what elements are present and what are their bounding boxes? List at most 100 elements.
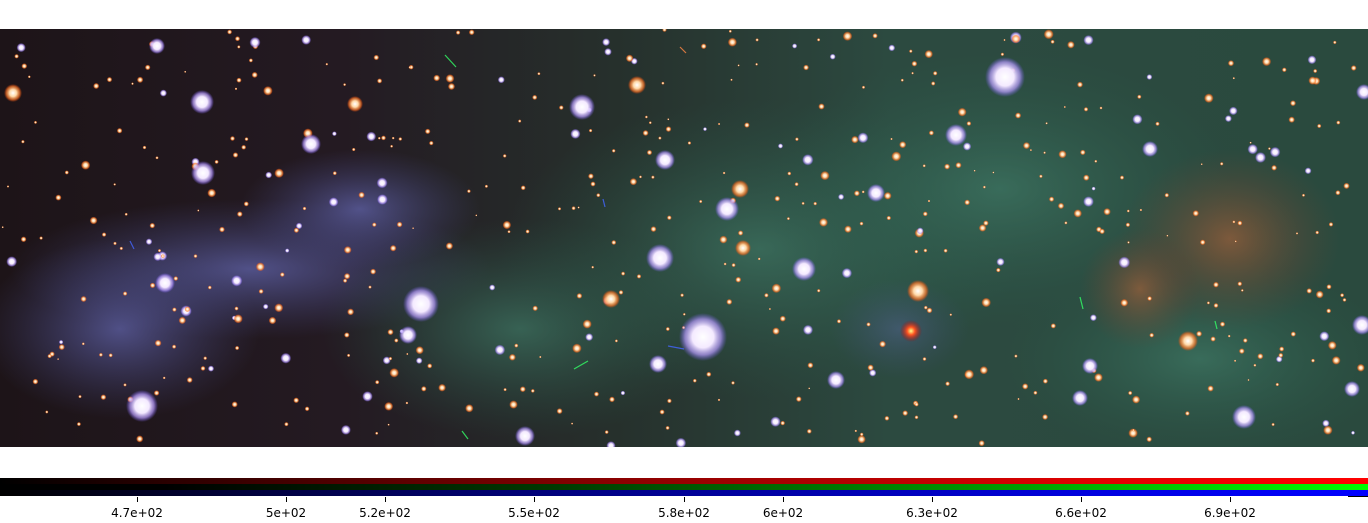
star bbox=[387, 329, 393, 335]
star bbox=[250, 37, 261, 48]
star bbox=[526, 229, 530, 233]
star bbox=[780, 316, 786, 322]
star bbox=[362, 391, 373, 402]
star bbox=[1228, 335, 1231, 338]
star bbox=[950, 313, 953, 316]
star bbox=[1328, 341, 1337, 350]
star bbox=[983, 220, 989, 226]
star bbox=[808, 387, 810, 389]
star bbox=[113, 183, 116, 186]
star bbox=[498, 76, 505, 83]
star bbox=[838, 194, 844, 200]
star bbox=[807, 362, 813, 368]
star bbox=[1083, 35, 1093, 45]
star bbox=[93, 83, 99, 89]
star bbox=[858, 132, 869, 143]
star bbox=[923, 211, 928, 216]
star bbox=[755, 63, 758, 66]
star bbox=[34, 121, 37, 124]
star bbox=[503, 221, 512, 230]
star bbox=[983, 186, 986, 189]
star bbox=[802, 202, 805, 205]
star bbox=[963, 142, 971, 150]
star bbox=[1333, 41, 1337, 45]
star bbox=[770, 416, 781, 427]
star bbox=[143, 146, 147, 150]
star bbox=[1126, 223, 1131, 228]
star bbox=[333, 171, 337, 175]
star bbox=[923, 249, 927, 253]
star bbox=[303, 207, 307, 211]
star bbox=[467, 189, 471, 193]
star bbox=[735, 277, 741, 283]
star bbox=[1234, 360, 1236, 362]
star bbox=[347, 354, 350, 357]
star bbox=[1232, 220, 1235, 223]
star bbox=[787, 217, 790, 220]
star bbox=[446, 242, 453, 249]
star bbox=[1229, 107, 1238, 116]
colorbar-tick bbox=[286, 497, 287, 502]
star bbox=[1357, 364, 1365, 372]
star bbox=[99, 353, 103, 357]
star bbox=[172, 307, 177, 312]
star bbox=[259, 289, 264, 294]
star bbox=[879, 341, 886, 348]
star bbox=[559, 105, 564, 110]
star bbox=[612, 149, 616, 153]
colorbar-tick-label: 6.9e+02 bbox=[1204, 506, 1256, 520]
star bbox=[602, 38, 610, 46]
star bbox=[187, 377, 193, 383]
astronomical-image[interactable] bbox=[0, 29, 1368, 447]
star bbox=[425, 129, 431, 135]
star bbox=[17, 43, 26, 52]
star bbox=[1077, 82, 1083, 88]
star bbox=[557, 408, 563, 414]
star bbox=[590, 181, 595, 186]
star bbox=[1271, 165, 1277, 171]
star bbox=[263, 86, 273, 96]
star bbox=[368, 285, 371, 288]
star bbox=[1084, 107, 1089, 112]
star bbox=[701, 43, 707, 49]
star bbox=[703, 127, 707, 131]
colorbar-tick-label: 6e+02 bbox=[763, 506, 803, 520]
star bbox=[234, 306, 238, 310]
star bbox=[945, 381, 950, 386]
star bbox=[1165, 193, 1170, 198]
star bbox=[1196, 331, 1202, 337]
star bbox=[33, 379, 39, 385]
star bbox=[1322, 420, 1329, 427]
star bbox=[394, 338, 398, 342]
star bbox=[375, 432, 378, 435]
star bbox=[604, 48, 612, 56]
star bbox=[160, 90, 167, 97]
star bbox=[732, 263, 736, 267]
star bbox=[235, 88, 238, 91]
star bbox=[1225, 115, 1232, 122]
star bbox=[1132, 114, 1142, 124]
star bbox=[643, 130, 649, 136]
colorbar-tick bbox=[137, 497, 138, 502]
star bbox=[639, 175, 642, 178]
star bbox=[688, 141, 692, 145]
star bbox=[1045, 122, 1047, 124]
star bbox=[851, 136, 859, 144]
star bbox=[1332, 356, 1341, 365]
star bbox=[245, 137, 249, 141]
star bbox=[154, 390, 160, 396]
star bbox=[1049, 197, 1054, 202]
star bbox=[433, 75, 440, 82]
star bbox=[236, 78, 241, 83]
star bbox=[1308, 76, 1316, 84]
star bbox=[571, 423, 573, 425]
star bbox=[329, 197, 339, 207]
star bbox=[867, 364, 873, 370]
star bbox=[953, 414, 958, 419]
star bbox=[1051, 40, 1055, 44]
star bbox=[862, 190, 865, 193]
star bbox=[374, 55, 380, 61]
star bbox=[280, 272, 285, 277]
star bbox=[294, 228, 299, 233]
star bbox=[197, 209, 199, 211]
